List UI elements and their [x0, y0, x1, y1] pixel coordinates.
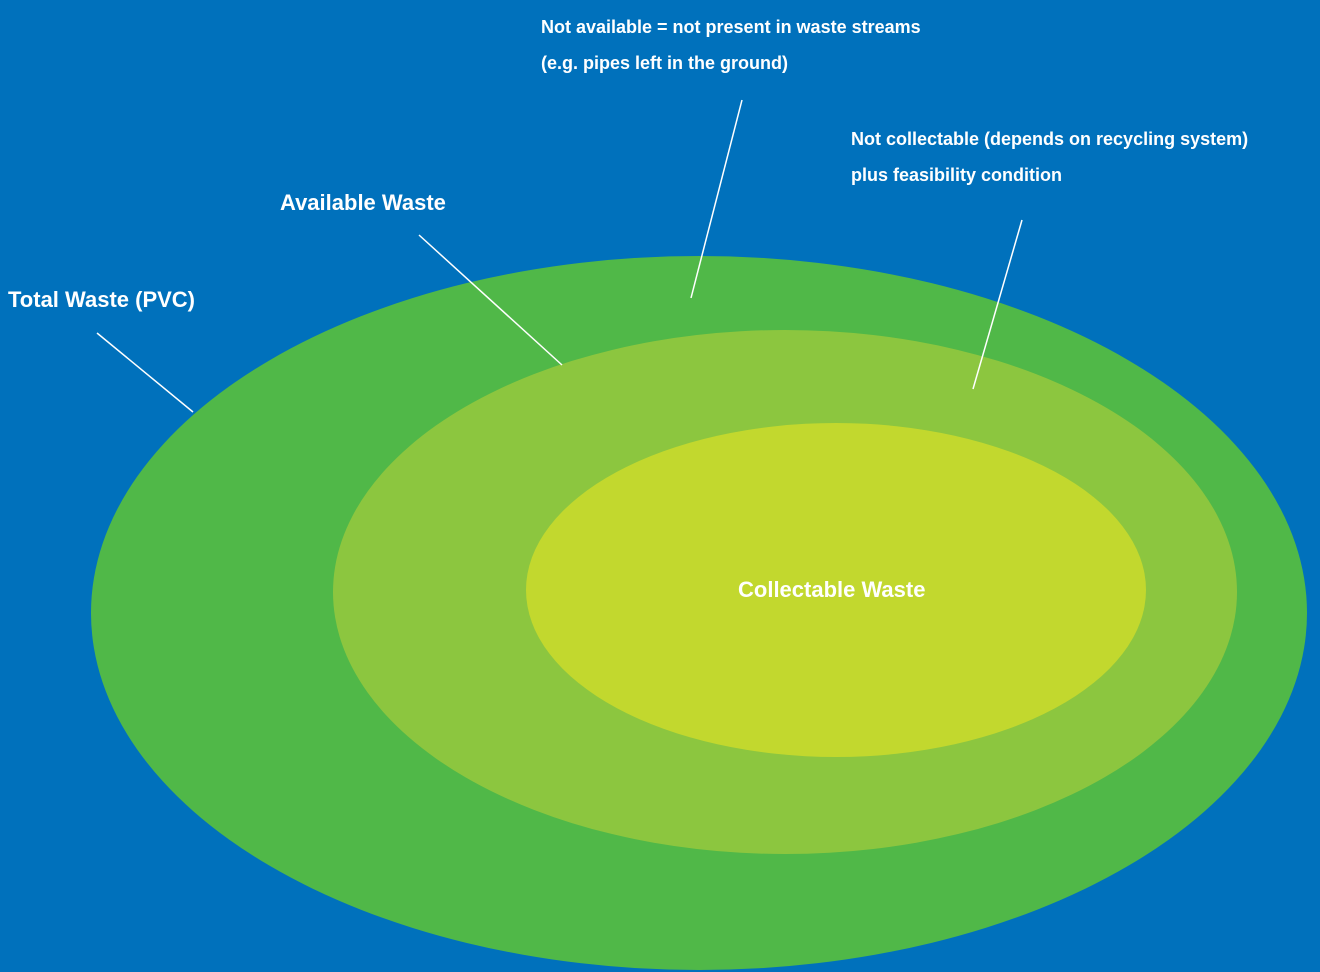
not-available-annotation: Not available = not present in waste str…: [541, 9, 921, 81]
collectable-waste-ellipse: [526, 423, 1146, 757]
not-collectable-leader-line: [972, 219, 1023, 390]
available-waste-leader-line: [418, 234, 563, 366]
not-available-line-2: (e.g. pipes left in the ground): [541, 53, 788, 73]
not-collectable-line-2: plus feasibility condition: [851, 165, 1063, 185]
not-collectable-line-1: Not collectable (depends on recycling sy…: [851, 129, 1249, 149]
not-available-line-1: Not available = not present in waste str…: [541, 17, 921, 37]
total-waste-label: Total Waste (PVC): [8, 287, 196, 312]
collectable-waste-label: Collectable Waste: [738, 577, 926, 602]
not-available-leader-line: [690, 99, 743, 299]
available-waste-label: Available Waste: [280, 190, 446, 215]
not-collectable-annotation: Not collectable (depends on recycling sy…: [851, 121, 1248, 193]
total-waste-leader-line: [96, 332, 194, 413]
